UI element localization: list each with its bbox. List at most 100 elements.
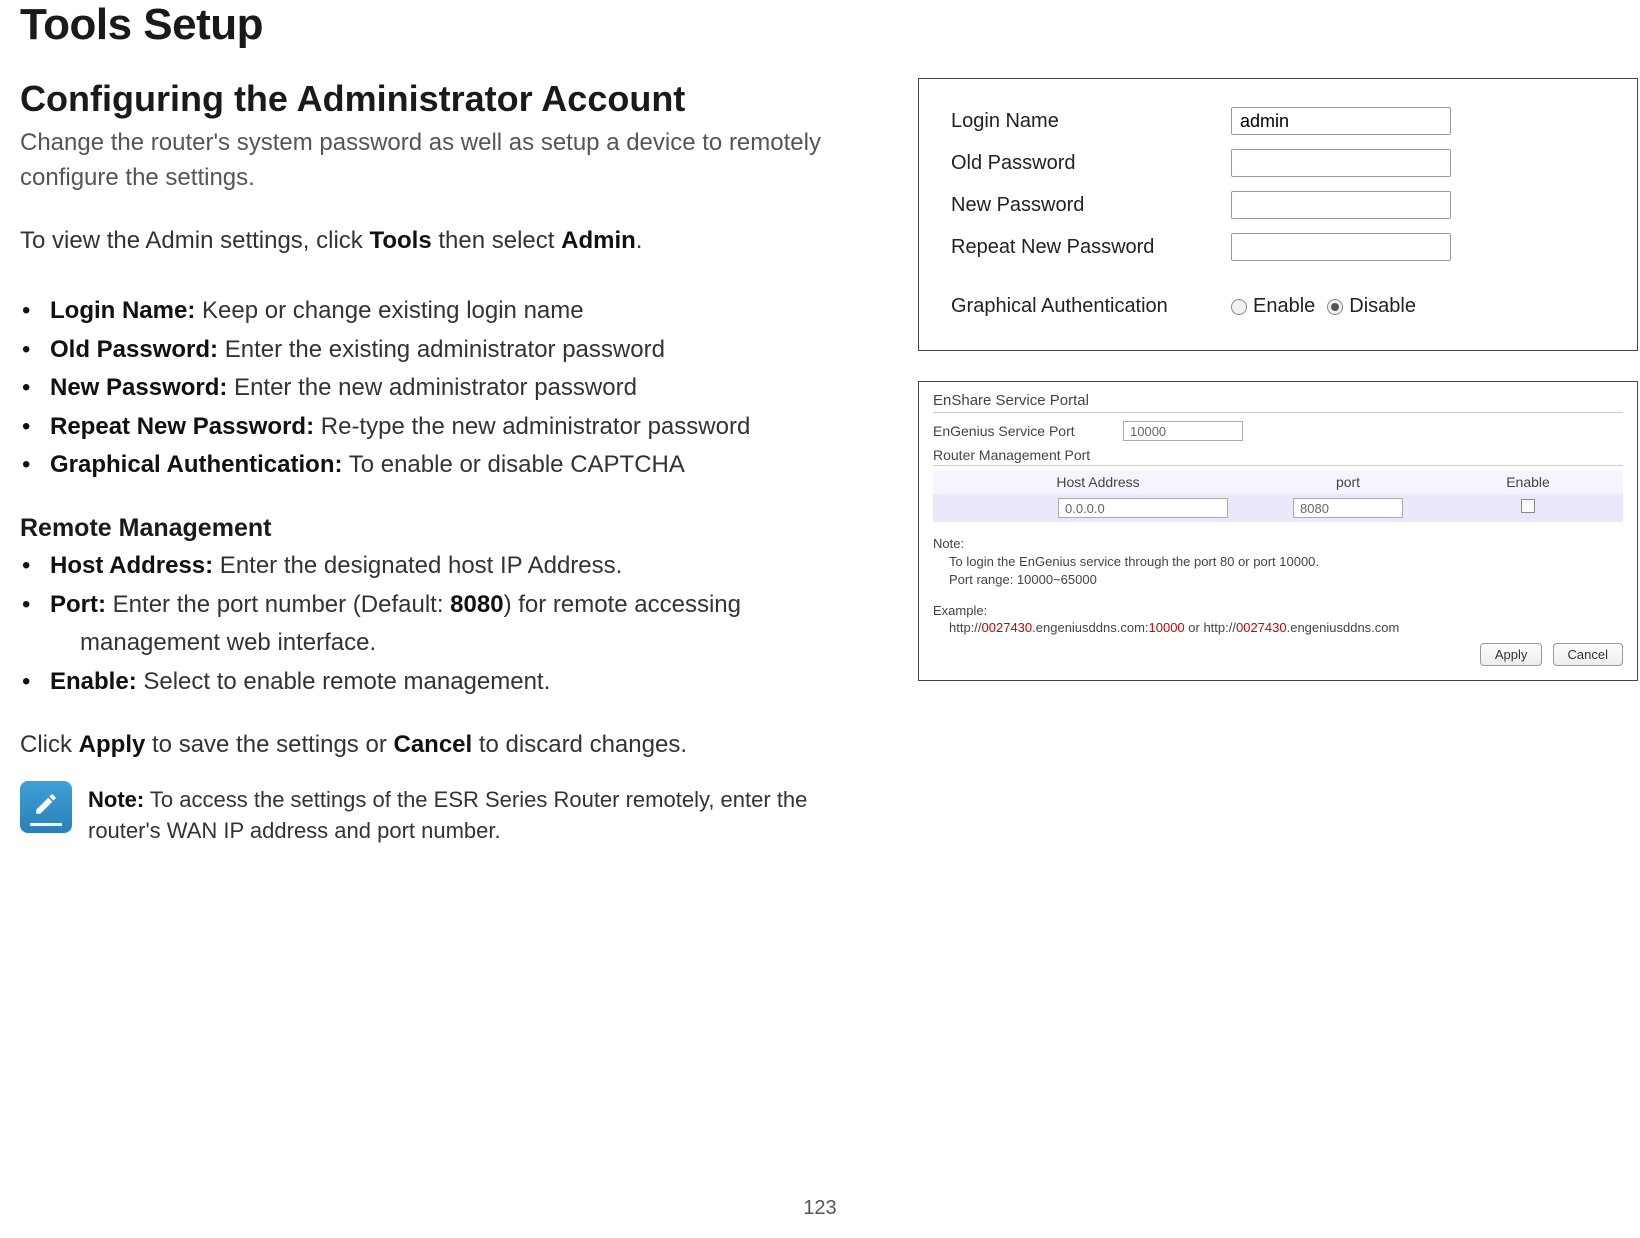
note-text: Note: To access the settings of the ESR … <box>88 781 872 847</box>
service-port-label: EnGenius Service Port <box>933 423 1123 439</box>
login-name-label: Login Name <box>951 110 1231 133</box>
col-port: port <box>1263 474 1433 490</box>
ex-pre: http:// <box>949 620 982 635</box>
enable-checkbox[interactable] <box>1521 499 1535 513</box>
host-address-input[interactable] <box>1058 498 1228 518</box>
bullet-port-label: Port: <box>50 591 106 618</box>
cancel-word: Cancel <box>393 731 472 758</box>
mgmt-grid-header: Host Address port Enable <box>933 470 1623 494</box>
cancel-button[interactable]: Cancel <box>1553 643 1623 666</box>
bullet-repeat-password: Repeat New Password: Re-type the new adm… <box>20 408 872 446</box>
port-cell <box>1263 498 1433 518</box>
bullet-enable-desc: Select to enable remote management. <box>137 668 551 695</box>
bullet-graphical-auth: Graphical Authentication: To enable or d… <box>20 446 872 484</box>
nav-post: . <box>636 227 643 254</box>
left-column: Configuring the Administrator Account Ch… <box>20 78 872 847</box>
nav-instructions: To view the Admin settings, click Tools … <box>20 224 872 259</box>
graphical-auth-label: Graphical Authentication <box>951 295 1231 318</box>
note-label: Note: <box>88 787 144 812</box>
radio-enable-label: Enable <box>1253 295 1315 318</box>
mgmt-grid-row <box>933 494 1623 522</box>
apply-post: to discard changes. <box>472 731 687 758</box>
new-password-row: New Password <box>951 191 1605 219</box>
bullet-login-name-label: Login Name: <box>50 297 195 324</box>
apply-word: Apply <box>79 731 146 758</box>
ex-host1: 0027430 <box>982 620 1033 635</box>
ex-mid1: .engeniusddns.com: <box>1032 620 1148 635</box>
bullet-old-password: Old Password: Enter the existing adminis… <box>20 331 872 369</box>
old-password-row: Old Password <box>951 149 1605 177</box>
mgmt-port-title: Router Management Port <box>933 447 1623 466</box>
apply-button[interactable]: Apply <box>1480 643 1543 666</box>
panel2-note-body: To login the EnGenius service through th… <box>933 553 1623 589</box>
bullet-new-password: New Password: Enter the new administrato… <box>20 369 872 407</box>
apply-instructions: Click Apply to save the settings or Canc… <box>20 731 872 759</box>
new-password-input[interactable] <box>1231 191 1451 219</box>
note-line2: Port range: 10000~65000 <box>949 572 1097 587</box>
note-box: Note: To access the settings of the ESR … <box>20 781 872 847</box>
note-line1-port: 10000 <box>1279 554 1315 569</box>
bullet-new-password-desc: Enter the new administrator password <box>227 374 637 401</box>
bullet-old-password-desc: Enter the existing administrator passwor… <box>218 336 665 363</box>
bullet-host-label: Host Address: <box>50 552 213 579</box>
bullet-enable-label: Enable: <box>50 668 137 695</box>
repeat-password-label: Repeat New Password <box>951 236 1231 259</box>
login-name-input[interactable] <box>1231 107 1451 135</box>
bullet-enable: Enable: Select to enable remote manageme… <box>20 663 872 701</box>
enshare-title: EnShare Service Portal <box>933 392 1623 413</box>
pencil-note-icon <box>20 781 72 833</box>
note-line1-post: . <box>1315 554 1319 569</box>
nav-pre: To view the Admin settings, click <box>20 227 369 254</box>
bullet-port-desc-pre: Enter the port number (Default: <box>106 591 450 618</box>
service-port-input[interactable] <box>1123 421 1243 441</box>
admin-panel: Login Name Old Password New Password Rep… <box>918 78 1638 351</box>
radio-disable-label: Disable <box>1349 295 1416 318</box>
note-line1-pre: To login the EnGenius service through th… <box>949 554 1279 569</box>
repeat-password-row: Repeat New Password <box>951 233 1605 261</box>
port-input[interactable] <box>1293 498 1403 518</box>
radio-disable-icon <box>1327 299 1343 315</box>
note-body: To access the settings of the ESR Series… <box>88 787 807 843</box>
bullet-graphical-auth-desc: To enable or disable CAPTCHA <box>342 451 684 478</box>
panel2-buttons: Apply Cancel <box>933 643 1623 666</box>
repeat-password-input[interactable] <box>1231 233 1451 261</box>
bullet-new-password-label: New Password: <box>50 374 227 401</box>
bullet-host: Host Address: Enter the designated host … <box>20 547 872 585</box>
ex-mid2: .engeniusddns.com <box>1287 620 1400 635</box>
page-title: Tools Setup <box>20 0 1620 50</box>
apply-mid: to save the settings or <box>145 731 393 758</box>
enable-cell <box>1433 499 1623 517</box>
new-password-label: New Password <box>951 194 1231 217</box>
radio-enable-icon <box>1231 299 1247 315</box>
panel2-example-label: Example: <box>933 603 1623 618</box>
panel2-note-label: Note: <box>933 536 1623 551</box>
bullet-port: Port: Enter the port number (Default: 80… <box>20 586 872 624</box>
nav-mid: then select <box>432 227 561 254</box>
bullet-port-default: 8080 <box>450 591 503 618</box>
remote-bullets: Host Address: Enter the designated host … <box>20 547 872 701</box>
graphical-auth-enable-radio[interactable]: Enable <box>1231 295 1315 318</box>
old-password-input[interactable] <box>1231 149 1451 177</box>
ex-host2: 0027430 <box>1236 620 1287 635</box>
ex-port: 10000 <box>1149 620 1185 635</box>
service-port-row: EnGenius Service Port <box>933 421 1623 441</box>
bullet-old-password-label: Old Password: <box>50 336 218 363</box>
old-password-label: Old Password <box>951 152 1231 175</box>
right-column: Login Name Old Password New Password Rep… <box>918 78 1638 847</box>
bullet-host-desc: Enter the designated host IP Address. <box>213 552 622 579</box>
col-host: Host Address <box>933 474 1263 490</box>
field-bullets: Login Name: Keep or change existing logi… <box>20 292 872 484</box>
host-cell <box>933 498 1263 518</box>
bullet-port-sub: management web interface. <box>20 624 872 662</box>
panel2-example-body: http://0027430.engeniusddns.com:10000 or… <box>933 620 1623 635</box>
enshare-panel: EnShare Service Portal EnGenius Service … <box>918 381 1638 681</box>
col-enable: Enable <box>1433 474 1623 490</box>
remote-management-title: Remote Management <box>20 514 872 543</box>
graphical-auth-disable-radio[interactable]: Disable <box>1327 295 1416 318</box>
bullet-repeat-password-desc: Re-type the new administrator password <box>314 413 750 440</box>
apply-pre: Click <box>20 731 79 758</box>
ex-or: or http:// <box>1185 620 1236 635</box>
nav-tools: Tools <box>369 227 431 254</box>
bullet-repeat-password-label: Repeat New Password: <box>50 413 314 440</box>
subtitle: Configuring the Administrator Account <box>20 78 872 120</box>
